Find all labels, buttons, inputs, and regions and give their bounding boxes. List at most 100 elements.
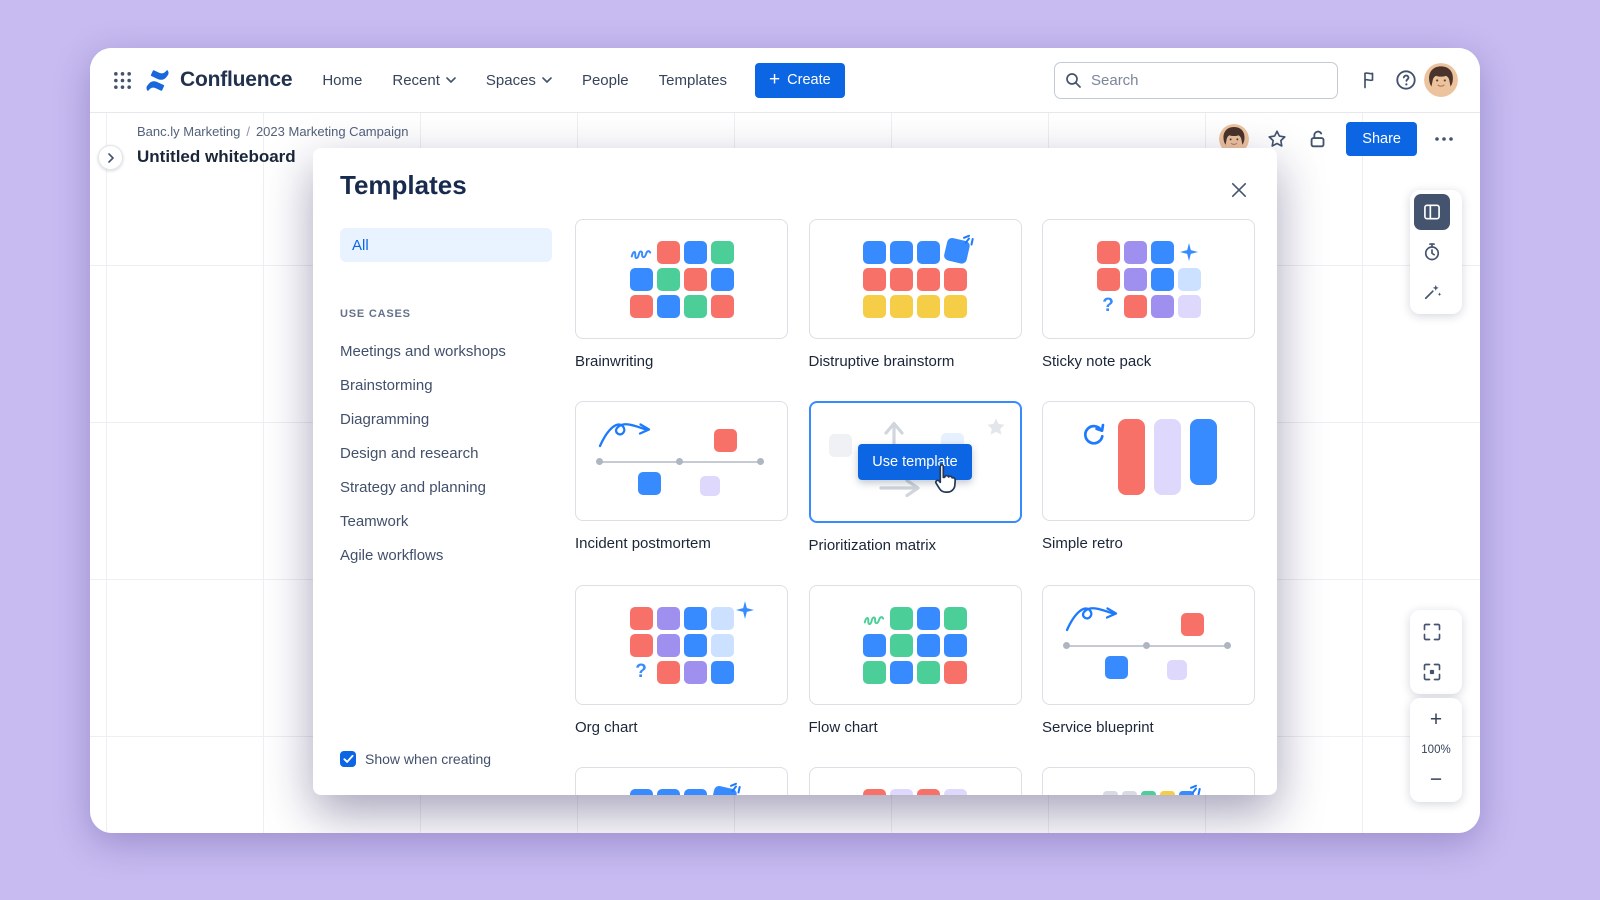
nav-item-spaces[interactable]: Spaces [486, 72, 552, 89]
use-case-item-1[interactable]: Brainstorming [340, 377, 433, 394]
nav-item-home[interactable]: Home [322, 71, 363, 89]
templates-tool-button[interactable] [1414, 194, 1450, 230]
show-when-creating-checkbox[interactable] [340, 751, 356, 767]
sticky-note [944, 294, 967, 318]
use-case-item-2[interactable]: Diagramming [340, 411, 430, 428]
sticky-note [863, 240, 886, 264]
question-doodle: ? [1102, 295, 1114, 316]
sticky-note [1177, 267, 1201, 291]
template-thumbnail [1042, 401, 1255, 521]
scribble-doodle [863, 615, 885, 625]
laser-tool-button[interactable] [1414, 274, 1450, 310]
chevron-right-icon [107, 152, 114, 163]
use-template-overlay: Use template [811, 403, 1020, 521]
sticky-note [890, 267, 913, 291]
template-card-brainwriting[interactable]: Brainwriting [575, 219, 788, 371]
use-case-item-0[interactable]: Meetings and workshops [340, 343, 506, 360]
collaborator-avatar[interactable] [1219, 124, 1250, 154]
sticky-note [710, 240, 734, 264]
breadcrumb-page[interactable]: 2023 Marketing Campaign [255, 124, 409, 139]
board-header: Banc.ly Marketing / 2023 Marketing Campa… [137, 124, 408, 167]
sticky-note [863, 660, 886, 684]
app-switcher-button[interactable] [104, 62, 140, 98]
template-card-partial-10[interactable] [808, 767, 1022, 795]
zoom-to-fit-button[interactable] [1414, 614, 1450, 650]
template-name: Sticky note pack [1042, 353, 1152, 370]
sticky-note [1160, 791, 1175, 795]
more-options-button[interactable] [1432, 127, 1456, 151]
sticky-note [713, 429, 737, 452]
show-when-creating-label: Show when creating [365, 751, 492, 767]
template-name: Prioritization matrix [808, 537, 937, 554]
sticky-note [890, 294, 913, 318]
use-case-item-3[interactable]: Design and research [340, 445, 479, 462]
tilted-sticky-note [943, 234, 974, 265]
sticky-note [656, 606, 680, 630]
unlock-button[interactable] [1305, 126, 1331, 152]
share-button[interactable]: Share [1346, 122, 1417, 156]
sticky-note [629, 294, 653, 318]
confluence-home-link[interactable]: Confluence [144, 67, 293, 94]
check-icon [342, 754, 354, 763]
help-icon [1396, 70, 1416, 90]
use-case-item-4[interactable]: Strategy and planning [340, 479, 486, 496]
modal-sidebar: All USE CASES Meetings and workshops Brai… [340, 228, 552, 573]
template-card-incident-postmortem[interactable]: Incident postmortem [575, 401, 788, 555]
zoom-out-button[interactable]: − [1418, 762, 1454, 798]
top-navbar: Confluence Home Recent Spaces People Tem… [90, 48, 1480, 112]
sticky-note [890, 240, 913, 264]
template-thumbnail [808, 585, 1022, 705]
timer-tool-button[interactable] [1414, 234, 1450, 270]
use-case-item-5[interactable]: Teamwork [340, 513, 409, 530]
template-card-partial-9[interactable] [575, 767, 788, 795]
nav-item-recent[interactable]: Recent [392, 72, 456, 89]
thumb-illustration: ? [1096, 240, 1201, 318]
template-card-partial-11[interactable] [1042, 767, 1255, 795]
board-title[interactable]: Untitled whiteboard [137, 147, 296, 166]
show-when-creating[interactable]: Show when creating [340, 751, 491, 767]
create-button[interactable]: + Create [755, 62, 845, 98]
template-card-flow-chart[interactable]: Flow chart [808, 585, 1022, 737]
use-template-button[interactable]: Use template [858, 444, 972, 480]
sticky-note [829, 434, 852, 457]
user-avatar[interactable] [1424, 63, 1458, 97]
sidebar-expand-button[interactable] [98, 145, 123, 170]
sticky-note [917, 788, 940, 795]
template-card-prioritization-matrix[interactable]: Use template Prioritization matrix [808, 401, 1022, 555]
favorite-star-button[interactable] [1264, 126, 1290, 152]
sticky-note [917, 606, 940, 630]
nav-item-people[interactable]: People [581, 71, 629, 89]
template-thumbnail [575, 219, 788, 339]
retro-column [1154, 419, 1181, 495]
breadcrumb-space[interactable]: Banc.ly Marketing [137, 124, 241, 139]
template-card-org-chart[interactable]: ? Org chart [575, 585, 788, 737]
focus-frame-button[interactable] [1414, 654, 1450, 690]
nav-item-templates[interactable]: Templates [658, 71, 728, 89]
template-card-service-blueprint[interactable]: Service blueprint [1042, 585, 1255, 737]
template-name: Flow chart [808, 719, 878, 736]
close-modal-button[interactable] [1225, 176, 1253, 204]
template-card-distruptive-brainstorm[interactable]: Distruptive brainstorm [808, 219, 1022, 371]
template-card-sticky-note-pack[interactable]: ? Sticky note pack [1042, 219, 1255, 371]
thumb-illustration [629, 782, 741, 795]
filter-all[interactable]: All [340, 228, 552, 262]
use-case-item-6[interactable]: Agile workflows [340, 547, 444, 564]
zoom-in-button[interactable]: + [1418, 702, 1454, 738]
sticky-note [1123, 240, 1147, 264]
zoom-level: 100% [1421, 744, 1451, 756]
search-input[interactable] [1089, 70, 1327, 90]
template-thumbnail [1042, 767, 1255, 795]
cycle-arrows-doodle [1084, 423, 1105, 445]
template-card-simple-retro[interactable]: Simple retro [1042, 401, 1255, 555]
sticky-note [1150, 267, 1174, 291]
timeline-dot [595, 458, 603, 465]
star-doodle [987, 418, 1005, 435]
search-box[interactable] [1054, 61, 1338, 99]
scribble-doodle [630, 249, 651, 259]
hand-cursor-icon [930, 462, 960, 501]
sticky-note [683, 294, 707, 318]
help-button[interactable] [1388, 62, 1424, 98]
notifications-flag-button[interactable] [1352, 62, 1388, 98]
sticky-note [917, 294, 940, 318]
